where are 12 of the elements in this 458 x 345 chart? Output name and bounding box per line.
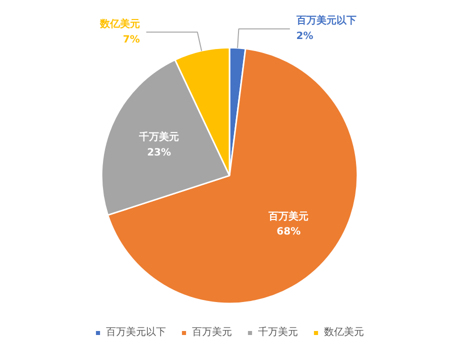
slice-label: 百万美元 (268, 210, 309, 222)
data-label: 23% (147, 147, 172, 158)
slice-label: 千万美元 (138, 130, 180, 143)
legend-label: 千万美元 (258, 326, 298, 339)
legend-label: 百万美元以下 (106, 326, 166, 339)
slice-label: 百万美元以下 (295, 14, 356, 27)
data-label: 7% (122, 34, 140, 46)
slice-label: 数亿美元 (98, 18, 140, 30)
data-label: 68% (276, 226, 301, 238)
legend-label: 数亿美元 (324, 326, 364, 339)
legend-label: 百万美元 (192, 326, 232, 339)
data-label: 2% (296, 31, 314, 42)
